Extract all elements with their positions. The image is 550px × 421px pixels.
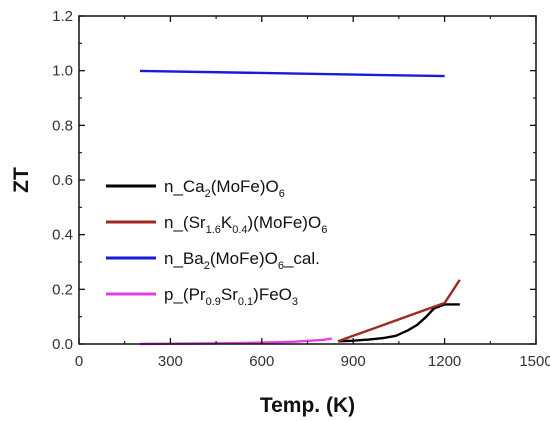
y-axis-title: ZT	[10, 167, 33, 193]
y-tick-label: 0.4	[52, 227, 73, 244]
x-tick-label: 900	[341, 353, 366, 370]
x-tick-label: 0	[75, 353, 83, 370]
legend: n_Ca2(MoFe)O6 n_(Sr1.6K0.4)(MoFe)O6 n_Ba2(…	[106, 177, 327, 308]
legend-label-2: n_(Sr1.6K0.4)(MoFe)O6	[164, 213, 327, 236]
y-tick-label: 0.8	[52, 117, 73, 134]
ticks-layer: 0 300 600 900 1200 1500 0.0 0.2 0.4 0.6 0.8 1.0 1.2	[52, 8, 550, 370]
x-tick-label: 600	[249, 353, 274, 370]
x-tick-label: 1200	[428, 353, 461, 370]
legend-label-1: n_Ca2(MoFe)O6	[164, 177, 285, 200]
series-line-2	[337, 279, 461, 343]
legend-label-4: p_(Pr0.9Sr0.1)FeO3	[164, 285, 298, 308]
legend-label-3: n_Ba2(MoFe)O6_cal.	[164, 249, 320, 272]
series-line-4	[139, 337, 333, 346]
series-line-1	[337, 303, 460, 343]
series-line-3	[139, 69, 445, 78]
y-tick-label: 0.0	[52, 336, 73, 353]
y-tick-label: 0.6	[52, 172, 73, 189]
x-tick-label: 300	[158, 353, 183, 370]
y-tick-label: 1.0	[52, 63, 73, 80]
y-tick-label: 1.2	[52, 8, 73, 25]
x-tick-label: 1500	[519, 353, 550, 370]
x-axis-title: Temp. (K)	[260, 394, 355, 417]
y-tick-label: 0.2	[52, 281, 73, 298]
